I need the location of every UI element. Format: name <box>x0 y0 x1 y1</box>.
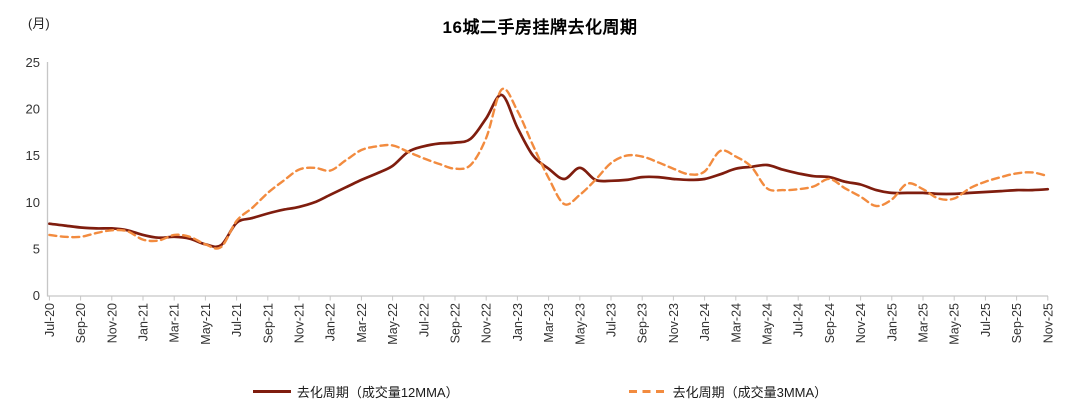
legend-item-3mma: 去化周期（成交量3MMA） <box>628 382 828 401</box>
solid-line-swatch-icon <box>252 390 291 393</box>
x-tick-label: May-24 <box>761 303 775 345</box>
x-tick-label: Sep-25 <box>1010 303 1024 343</box>
series-line-3mma <box>48 87 1049 250</box>
y-axis-unit-label: (月) <box>28 16 50 31</box>
y-tick-label: 5 <box>33 241 40 256</box>
x-tick-label: Jan-23 <box>511 303 525 341</box>
x-tick-label: Nov-25 <box>1041 303 1055 343</box>
legend-item-12mma: 去化周期（成交量12MMA） <box>252 382 459 401</box>
x-tick-label: Mar-23 <box>542 303 556 343</box>
legend: 去化周期（成交量12MMA） 去化周期（成交量3MMA） <box>0 382 1080 401</box>
x-tick-label: Nov-24 <box>854 303 868 343</box>
x-tick-label: Sep-22 <box>449 303 463 343</box>
x-tick-label: May-23 <box>573 303 587 345</box>
y-tick-label: 15 <box>26 148 40 163</box>
legend-label-12mma: 去化周期（成交量12MMA） <box>296 385 459 400</box>
dashed-line-swatch-icon <box>628 390 667 393</box>
x-tick-label: Sep-24 <box>823 303 837 343</box>
x-tick-label: Jan-25 <box>885 303 899 341</box>
x-tick-label: Jan-24 <box>698 303 712 341</box>
x-tick-label: May-21 <box>199 303 213 345</box>
legend-label-3mma: 去化周期（成交量3MMA） <box>672 385 828 400</box>
series-line-12mma <box>48 93 1050 249</box>
y-tick-label: 10 <box>26 195 40 210</box>
y-tick-label: 25 <box>26 55 40 70</box>
x-tick-label: Nov-20 <box>105 303 119 343</box>
x-tick-label: May-22 <box>386 303 400 345</box>
x-tick-label: Jul-23 <box>605 303 619 337</box>
x-tick-label: Nov-22 <box>480 303 494 343</box>
x-tick-label: Sep-20 <box>74 303 88 343</box>
x-tick-label: Mar-22 <box>355 303 369 343</box>
x-tick-label: Sep-23 <box>636 303 650 343</box>
x-tick-label: Jul-20 <box>43 303 57 337</box>
x-tick-label: Jul-25 <box>979 303 993 337</box>
y-tick-label: 0 <box>33 288 40 303</box>
x-tick-label: Jul-22 <box>417 303 431 337</box>
x-tick-label: Jul-21 <box>230 303 244 337</box>
x-tick-label: Jul-24 <box>792 303 806 337</box>
x-tick-label: May-25 <box>948 303 962 345</box>
x-tick-label: Jan-21 <box>137 303 151 341</box>
x-tick-label: Mar-21 <box>168 303 182 343</box>
x-tick-label: Mar-25 <box>917 303 931 343</box>
x-tick-label: Sep-21 <box>261 303 275 343</box>
chart-title: 16城二手房挂牌去化周期 <box>442 18 638 37</box>
x-tick-label: Mar-24 <box>729 303 743 343</box>
x-tick-label: Nov-21 <box>293 303 307 343</box>
x-tick-label: Nov-23 <box>667 303 681 343</box>
x-tick-label: Jan-22 <box>324 303 338 341</box>
y-tick-label: 20 <box>26 101 40 116</box>
